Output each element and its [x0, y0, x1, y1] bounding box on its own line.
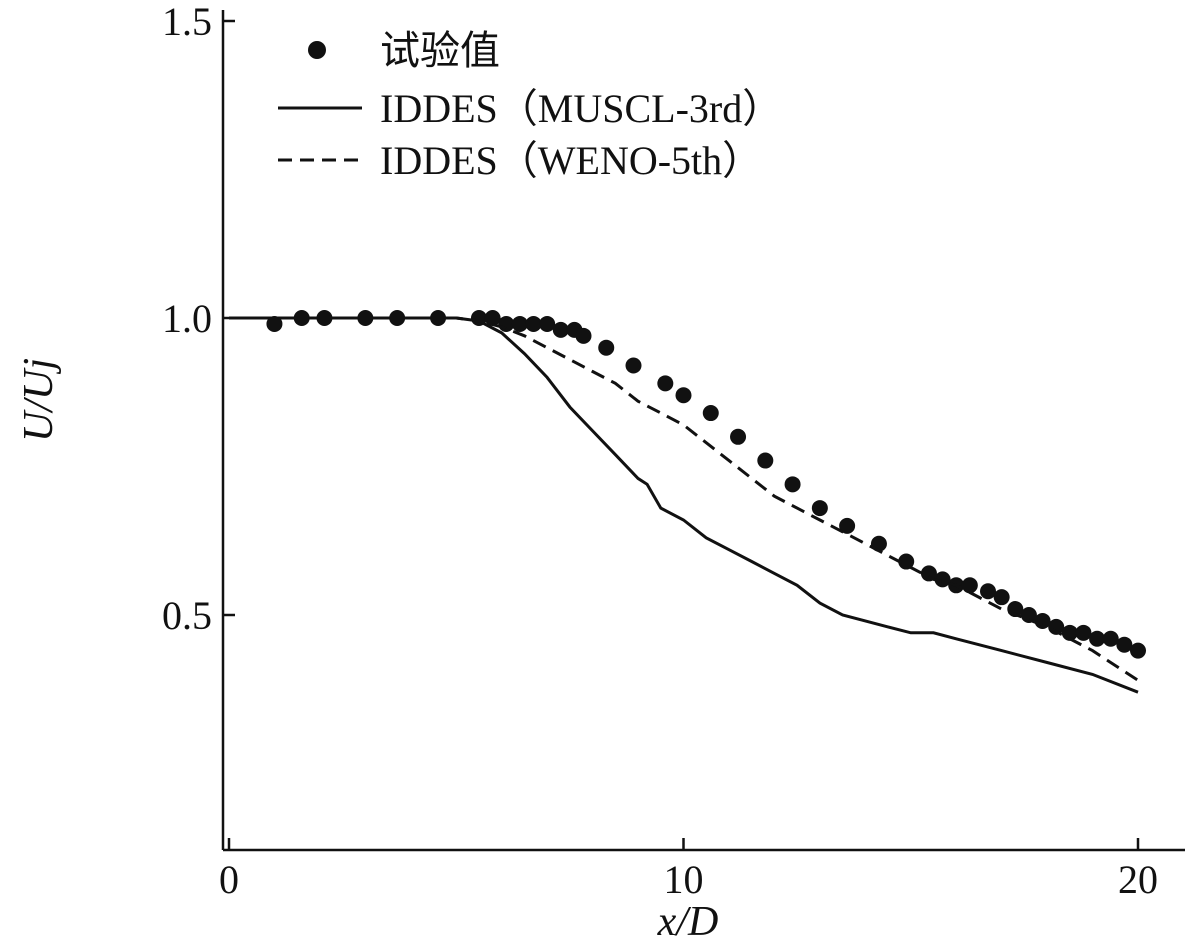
data-point — [598, 339, 615, 356]
y-axis-label: U/Uj — [16, 358, 62, 442]
data-point — [552, 321, 569, 338]
legend-label: IDDES（MUSCL-3rd） — [380, 86, 782, 131]
data-point — [1130, 642, 1146, 659]
data-point — [1061, 624, 1078, 641]
data-point — [266, 315, 283, 332]
data-point — [730, 428, 747, 445]
data-point — [839, 517, 856, 534]
data-point — [980, 583, 997, 600]
data-point — [702, 405, 719, 422]
series-line-dashed — [229, 316, 1139, 682]
data-point — [1034, 612, 1051, 629]
axes — [221, 10, 1185, 852]
data-point — [1116, 636, 1133, 653]
legend-marker-dot — [308, 41, 326, 59]
x-tick-label: 20 — [1118, 857, 1158, 902]
data-point — [511, 315, 528, 332]
data-point — [539, 315, 556, 332]
data-point — [784, 476, 801, 493]
x-axis-label: x/D — [657, 899, 719, 945]
ticks: 0 10 20 0.5 1.0 1.5 — [162, 0, 1158, 902]
data-point — [811, 500, 828, 517]
series-scatter-points — [266, 310, 1146, 659]
y-tick-label: 1.5 — [162, 0, 212, 44]
data-point — [1075, 624, 1092, 641]
x-tick-label: 0 — [219, 857, 239, 902]
data-point — [525, 315, 542, 332]
legend: 试验值 IDDES（MUSCL-3rd） IDDES（WENO-5th） — [278, 28, 782, 183]
data-point — [961, 577, 978, 594]
data-point — [1020, 607, 1037, 623]
legend-label: 试验值 — [380, 28, 500, 73]
data-point — [675, 387, 692, 404]
data-point — [1089, 630, 1106, 647]
y-tick-label: 0.5 — [162, 593, 212, 638]
data-point — [757, 452, 774, 469]
y-tick-label: 1.0 — [162, 296, 212, 341]
legend-label: IDDES（WENO-5th） — [380, 138, 762, 183]
x-tick-label: 10 — [664, 857, 704, 902]
data-point — [934, 571, 951, 588]
data-point — [657, 375, 674, 392]
data-point — [625, 357, 642, 374]
data-point — [484, 310, 501, 326]
data-point — [575, 327, 592, 344]
data-point — [1102, 630, 1119, 647]
data-point — [498, 315, 515, 332]
series-layer — [229, 310, 1146, 694]
data-point — [993, 589, 1010, 606]
series-line-solid — [229, 316, 1139, 694]
